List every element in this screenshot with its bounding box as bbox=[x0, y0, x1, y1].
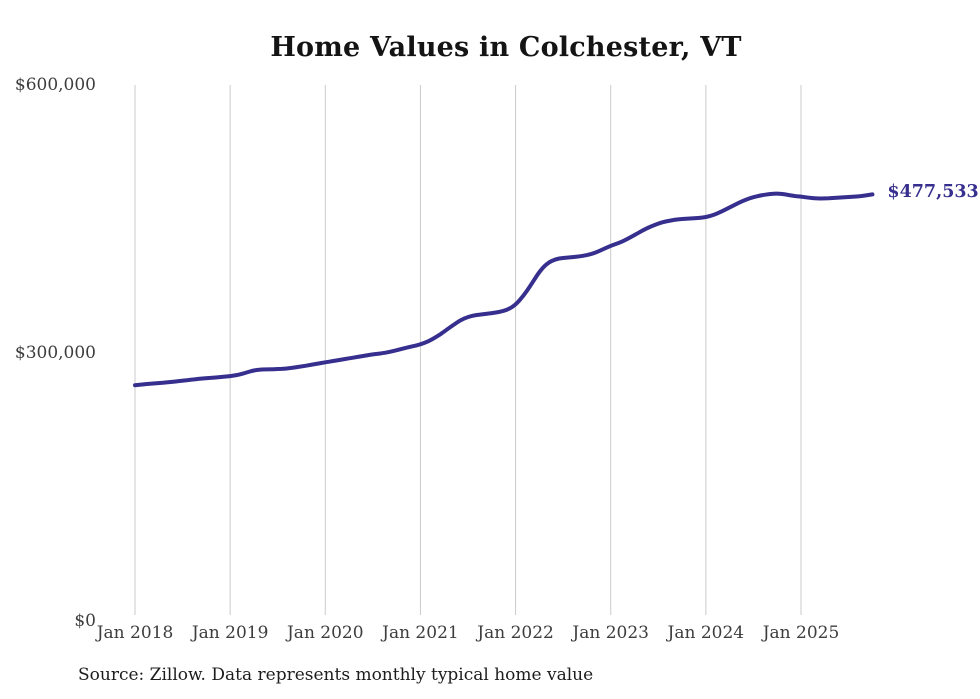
home-value-line bbox=[133, 191, 875, 388]
source-note: Source: Zillow. Data represents monthly … bbox=[78, 665, 594, 685]
series-end-value-label: $477,533 bbox=[887, 182, 979, 203]
chart-title: Home Values in Colchester, VT bbox=[270, 32, 742, 63]
